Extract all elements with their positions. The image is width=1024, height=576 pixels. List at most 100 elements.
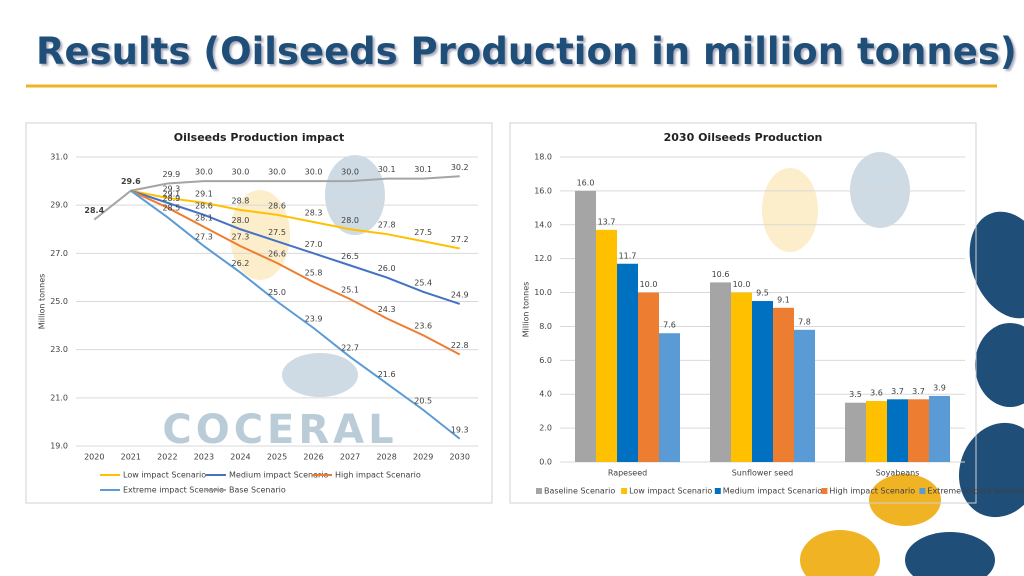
data-label: 29.3 (162, 184, 180, 193)
watermark: COCERAL (162, 407, 397, 453)
legend-swatch (714, 488, 721, 494)
data-label: 25.1 (341, 286, 359, 295)
data-label: 26.2 (232, 259, 250, 268)
bar (617, 263, 638, 462)
bar (908, 399, 929, 462)
legend-swatch (536, 488, 542, 494)
y-tick-label: 29.0 (50, 201, 68, 210)
data-label: 3.6 (870, 389, 883, 398)
bar (710, 282, 731, 462)
legend-label: Low impact Scenario (629, 487, 712, 496)
data-label: 29.1 (162, 189, 180, 198)
data-label: 30.0 (305, 168, 323, 177)
data-label: 13.7 (598, 217, 616, 226)
bar (638, 292, 659, 462)
chart-title: 2030 Oilseeds Production (664, 131, 823, 144)
data-label: 30.2 (451, 163, 469, 172)
data-label: 24.9 (451, 290, 469, 299)
y-tick-label: 21.0 (50, 393, 68, 402)
data-label: 30.0 (341, 168, 359, 177)
slide-title: Results (Oilseeds Production in million … (36, 30, 1017, 73)
legend-swatch (821, 488, 828, 494)
data-label: 30.1 (378, 165, 396, 174)
legend-label: Low impact Scenario (123, 471, 206, 480)
bar (731, 292, 752, 462)
data-label: 28.6 (268, 201, 286, 210)
chart-frame (509, 122, 977, 504)
data-label: 26.5 (341, 252, 359, 261)
x-tick-label: 2027 (340, 453, 360, 462)
data-label: 20.5 (414, 396, 432, 405)
y-tick-label: 4.0 (539, 390, 552, 399)
data-label: 21.6 (378, 370, 396, 379)
data-label: 28.3 (305, 209, 323, 218)
legend-swatch (621, 488, 628, 494)
data-label: 28.4 (84, 206, 104, 215)
x-tick-label: 2023 (194, 453, 214, 462)
data-label: 26.6 (268, 249, 286, 258)
data-label: 28.5 (162, 204, 180, 213)
y-axis-label: Million tonnes (38, 274, 47, 330)
data-label: 28.6 (195, 201, 213, 210)
y-tick-label: 23.0 (50, 345, 68, 354)
y-tick-label: 12.0 (534, 254, 552, 263)
x-tick-label: 2030 (450, 453, 470, 462)
data-label: 30.0 (195, 168, 213, 177)
line-series (130, 189, 461, 440)
data-label: 23.9 (305, 314, 323, 323)
data-label: 25.4 (414, 278, 432, 287)
legend-label: Medium impact Scenario (229, 471, 328, 480)
y-tick-label: 2.0 (539, 424, 552, 433)
data-label: 9.1 (777, 295, 790, 304)
legend-label: High impact Scenario (829, 487, 915, 496)
bar (752, 301, 773, 462)
y-axis-label: Million tonnes (522, 282, 531, 338)
data-label: 28.8 (232, 196, 250, 205)
data-label: 23.6 (414, 322, 432, 331)
data-label: 28.9 (162, 194, 180, 203)
data-label: 28.0 (341, 216, 359, 225)
data-label: 27.0 (305, 240, 323, 249)
data-label: 29.6 (121, 177, 141, 186)
legend-label: Baseline Scenario (544, 487, 615, 496)
data-label: 19.3 (451, 425, 469, 434)
data-label: 3.7 (912, 387, 925, 396)
data-label: 22.7 (341, 343, 359, 352)
bar (794, 329, 815, 462)
x-tick-label: 2024 (230, 453, 250, 462)
data-label: 16.0 (577, 178, 595, 187)
legend-swatch (919, 488, 926, 494)
data-label: 28.0 (232, 216, 250, 225)
legend-label: Extreme impact Scenario (927, 487, 1024, 496)
data-label: 30.1 (414, 165, 432, 174)
bar (575, 190, 596, 462)
data-label: 9.5 (756, 289, 769, 298)
x-tick-label: 2025 (267, 453, 287, 462)
data-label: 27.2 (451, 235, 469, 244)
legend-label: Base Scenario (229, 486, 286, 495)
decoration (230, 152, 1024, 576)
bar (866, 401, 887, 462)
data-label: 26.0 (378, 264, 396, 273)
x-tick-label: 2021 (121, 453, 141, 462)
y-tick-label: 27.0 (50, 249, 68, 258)
y-tick-label: 19.0 (50, 442, 68, 451)
x-tick-label: 2022 (157, 453, 177, 462)
x-tick-label: Rapeseed (608, 469, 647, 478)
bar (596, 229, 617, 462)
data-label: 22.8 (451, 341, 469, 350)
legend-label: Medium impact Scenario (723, 487, 822, 496)
y-tick-label: 31.0 (50, 153, 68, 162)
x-tick-label: Soyabeans (876, 469, 920, 478)
bar (887, 399, 908, 462)
line-series (130, 189, 460, 250)
data-label: 27.5 (268, 228, 286, 237)
y-tick-label: 8.0 (539, 322, 552, 331)
data-label: 29.9 (162, 170, 180, 179)
line-series (130, 189, 461, 356)
data-label: 30.0 (268, 168, 286, 177)
bar (845, 402, 866, 462)
data-label: 27.5 (414, 228, 432, 237)
y-tick-label: 18.0 (534, 153, 552, 162)
data-label: 30.0 (232, 168, 250, 177)
